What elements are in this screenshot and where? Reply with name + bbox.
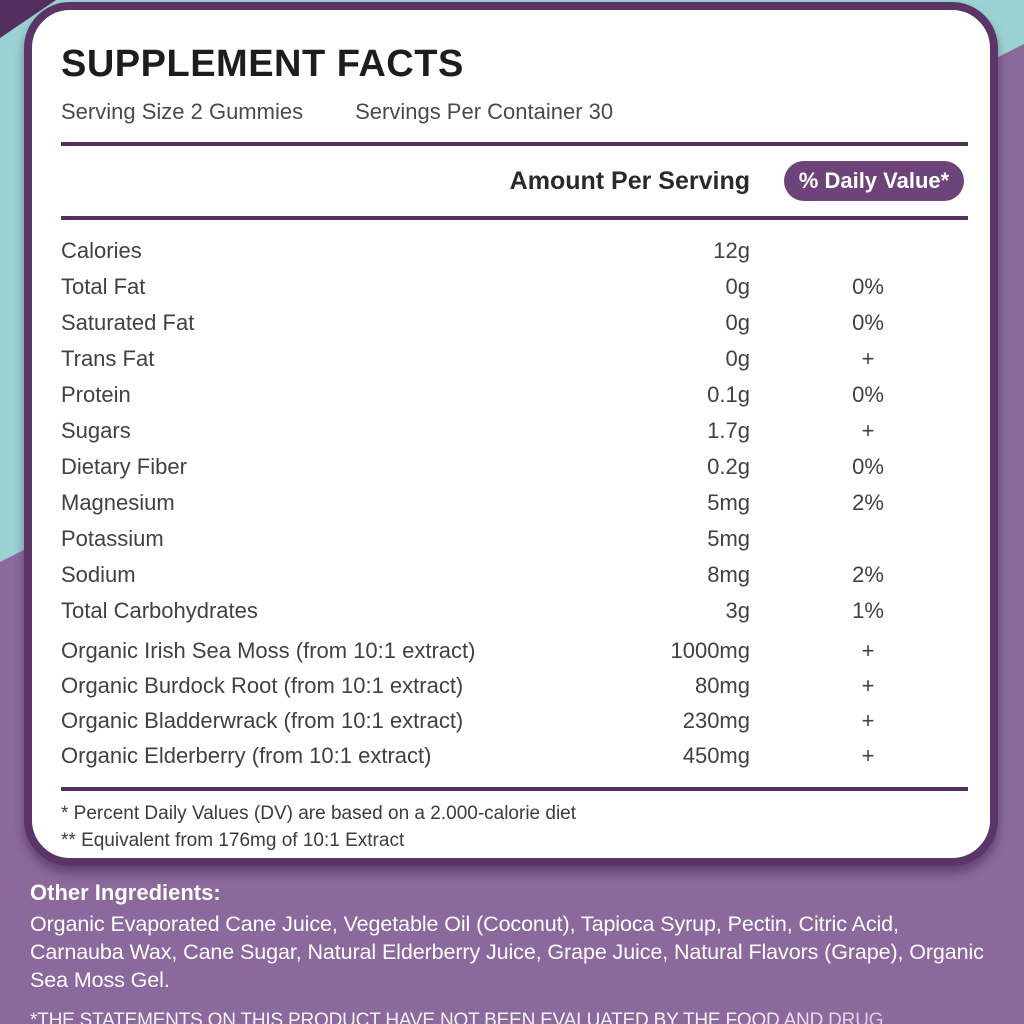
nutrient-dv: +: [861, 346, 875, 371]
nutrient-label: Trans Fat: [61, 346, 155, 371]
table-row-elderberry: Organic Elderberry (from 10:1 extract) 4…: [61, 738, 968, 773]
daily-value-badge: % Daily Value*: [783, 161, 965, 201]
table-row-protein: Protein 0.1g 0%: [61, 377, 968, 413]
nutrient-label: Total Carbohydrates: [61, 598, 258, 623]
fda-disclaimer-line1: *THE STATEMENTS ON THIS PRODUCT HAVE NOT…: [30, 1010, 884, 1024]
nutrient-amount: 1000mg: [670, 637, 750, 663]
nutrient-amount: 5mg: [707, 526, 750, 551]
nutrient-label: Organic Bladderwrack (from 10:1 extract): [61, 707, 464, 733]
table-row-dietary-fiber: Dietary Fiber 0.2g 0%: [61, 449, 968, 485]
nutrient-amount: 0g: [725, 346, 750, 371]
table-row-sodium: Sodium 8mg 2%: [61, 557, 968, 593]
nutrient-dv: +: [861, 672, 875, 698]
daily-value-header-cell: % Daily Value*: [768, 161, 968, 201]
nutrient-amount: 450mg: [682, 742, 750, 768]
nutrient-dv: 0%: [852, 310, 884, 335]
table-row-total-carbohydrates: Total Carbohydrates 3g 1%: [61, 593, 968, 629]
supplement-facts-panel: SUPPLEMENT FACTS Serving Size 2 Gummies …: [24, 2, 998, 866]
bottom-text-area: Other Ingredients: Organic Evaporated Ca…: [30, 880, 994, 1024]
table-row-burdock-root: Organic Burdock Root (from 10:1 extract)…: [61, 668, 968, 703]
nutrient-label: Organic Irish Sea Moss (from 10:1 extrac…: [61, 637, 476, 663]
footnote-daily-value: * Percent Daily Values (DV) are based on…: [61, 803, 577, 824]
nutrient-dv: 1%: [852, 598, 884, 623]
nutrient-dv: +: [861, 637, 875, 663]
panel-title: SUPPLEMENT FACTS: [61, 43, 464, 85]
table-row-potassium: Potassium 5mg: [61, 521, 968, 557]
nutrient-dv: +: [861, 707, 875, 733]
nutrient-dv: 0%: [852, 382, 884, 407]
nutrient-dv: 2%: [852, 490, 884, 515]
table-row-saturated-fat: Saturated Fat 0g 0%: [61, 305, 968, 341]
nutrient-amount: 0g: [725, 274, 750, 299]
nutrient-dv: +: [861, 742, 875, 768]
nutrient-amount: 0.1g: [707, 382, 750, 407]
table-row-magnesium: Magnesium 5mg 2%: [61, 485, 968, 521]
nutrient-label: Saturated Fat: [61, 310, 195, 335]
nutrient-label: Potassium: [61, 526, 164, 551]
nutrient-amount: 80mg: [694, 672, 750, 698]
nutrient-amount: 3g: [725, 598, 750, 623]
nutrient-amount: 230mg: [682, 707, 750, 733]
nutrient-dv: 2%: [852, 562, 884, 587]
nutrient-label: Sugars: [61, 418, 131, 443]
serving-size-text: Serving Size 2 Gummies: [61, 99, 304, 124]
nutrient-amount: 12g: [713, 238, 750, 263]
table-row-irish-sea-moss: Organic Irish Sea Moss (from 10:1 extrac…: [61, 633, 968, 668]
table-header-row: Amount Per Serving % Daily Value*: [61, 160, 968, 202]
nutrient-amount: 0.2g: [707, 454, 750, 479]
nutrient-dv: +: [861, 418, 875, 443]
table-row-trans-fat: Trans Fat 0g +: [61, 341, 968, 377]
serving-info: Serving Size 2 Gummies Servings Per Cont…: [61, 97, 968, 127]
divider-footnotes: [61, 787, 968, 791]
footnotes: * Percent Daily Values (DV) are based on…: [61, 800, 968, 854]
table-row-total-fat: Total Fat 0g 0%: [61, 269, 968, 305]
botanical-table: Organic Irish Sea Moss (from 10:1 extrac…: [61, 633, 968, 773]
table-row-calories: Calories 12g: [61, 233, 968, 269]
nutrient-label: Protein: [61, 382, 131, 407]
nutrient-amount: 1.7g: [707, 418, 750, 443]
divider-top: [61, 142, 968, 146]
nutrient-label: Calories: [61, 238, 142, 263]
nutrient-label: Organic Elderberry (from 10:1 extract): [61, 742, 432, 768]
divider-header: [61, 216, 968, 220]
nutrient-amount: 0g: [725, 310, 750, 335]
nutrient-label: Total Fat: [61, 274, 146, 299]
footnote-extract-equivalent: ** Equivalent from 176mg of 10:1 Extract: [61, 830, 405, 851]
nutrient-label: Sodium: [61, 562, 136, 587]
servings-per-container-text: Servings Per Container 30: [355, 99, 614, 124]
nutrient-amount: 5mg: [707, 490, 750, 515]
other-ingredients-text: Organic Evaporated Cane Juice, Vegetable…: [30, 912, 984, 992]
nutrient-label: Organic Burdock Root (from 10:1 extract): [61, 672, 464, 698]
nutrient-dv: 0%: [852, 454, 884, 479]
nutrient-amount: 8mg: [707, 562, 750, 587]
other-ingredients-heading: Other Ingredients:: [30, 880, 221, 905]
table-row-bladderwrack: Organic Bladderwrack (from 10:1 extract)…: [61, 703, 968, 738]
nutrient-table: Calories 12g Total Fat 0g 0% Saturated F…: [61, 233, 968, 629]
nutrient-label: Magnesium: [61, 490, 175, 515]
nutrient-label: Dietary Fiber: [61, 454, 187, 479]
table-row-sugars: Sugars 1.7g +: [61, 413, 968, 449]
nutrient-dv: 0%: [852, 274, 884, 299]
amount-per-serving-header: Amount Per Serving: [509, 166, 750, 195]
